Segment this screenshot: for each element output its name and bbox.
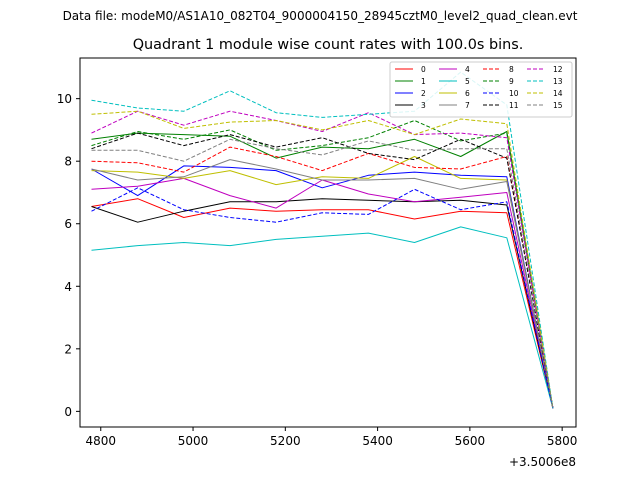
series-line-5 [91,226,554,409]
legend-label-4: 4 [465,65,470,74]
ticks-layer: 4800 5000 5200 5400 5600 5800 0 2 4 6 8 10 [57,92,578,448]
legend-label-3: 3 [421,101,426,110]
series-line-6 [91,156,554,409]
series-line-3 [91,198,554,409]
legend-label-11: 11 [509,101,519,110]
legend-label-14: 14 [553,89,563,98]
series-line-10 [91,187,554,409]
legend-label-15: 15 [553,101,563,110]
x-offset-label: +3.5006e8 [509,455,576,469]
x-tick-label: 5800 [547,434,578,448]
y-tick-label: 8 [64,155,72,169]
legend-label-13: 13 [553,77,563,86]
series-line-1 [91,131,554,409]
chart-title: Quadrant 1 module wise count rates with … [133,37,524,53]
series-line-8 [91,146,554,409]
x-tick-label: 5600 [455,434,486,448]
legend-label-1: 1 [421,77,426,86]
series-line-12 [91,110,554,409]
legend-label-12: 12 [553,65,563,74]
series-line-7 [91,159,554,409]
series-line-14 [91,110,554,409]
legend-label-5: 5 [465,77,470,86]
x-tick-label: 5400 [362,434,393,448]
series-line-13 [91,71,554,409]
x-tick-label: 4800 [85,434,116,448]
y-tick-label: 2 [64,342,72,356]
y-tick-label: 10 [57,92,72,106]
x-tick-label: 5000 [178,434,209,448]
legend-box [389,61,573,118]
legend-label-7: 7 [465,101,470,110]
legend-label-9: 9 [509,77,514,86]
y-tick-label: 6 [64,217,72,231]
series-line-0 [91,198,554,409]
series-line-11 [91,132,554,409]
legend-label-10: 10 [509,89,519,98]
series-line-9 [91,120,554,409]
x-tick-label: 5200 [270,434,301,448]
legend-label-6: 6 [465,89,470,98]
legend-label-2: 2 [421,89,426,98]
plot-frame [79,57,577,428]
legend-label-8: 8 [509,65,514,74]
y-tick-label: 0 [64,405,72,419]
series-layer [91,71,554,409]
legend-label-0: 0 [421,65,426,74]
chart-suptitle: Data file: modeM0/AS1A10_082T04_90000041… [63,9,578,23]
y-tick-label: 4 [64,280,72,294]
